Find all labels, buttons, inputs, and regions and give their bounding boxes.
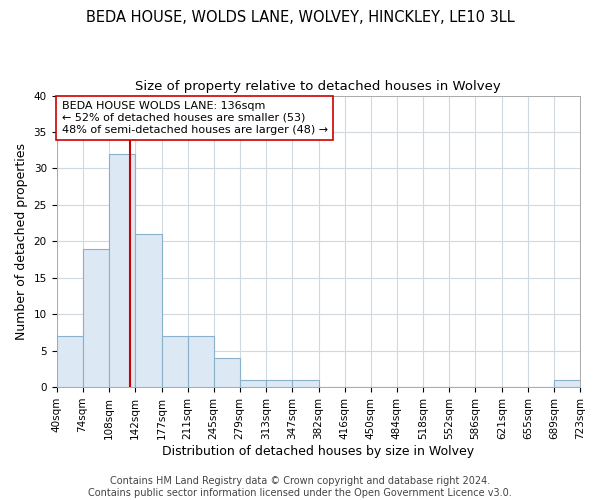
Text: Contains HM Land Registry data © Crown copyright and database right 2024.
Contai: Contains HM Land Registry data © Crown c… xyxy=(88,476,512,498)
Bar xyxy=(161,336,188,387)
Bar xyxy=(266,380,292,387)
Bar xyxy=(83,248,109,387)
Text: BEDA HOUSE WOLDS LANE: 136sqm
← 52% of detached houses are smaller (53)
48% of s: BEDA HOUSE WOLDS LANE: 136sqm ← 52% of d… xyxy=(62,102,328,134)
Text: BEDA HOUSE, WOLDS LANE, WOLVEY, HINCKLEY, LE10 3LL: BEDA HOUSE, WOLDS LANE, WOLVEY, HINCKLEY… xyxy=(86,10,514,25)
Bar xyxy=(214,358,240,387)
Y-axis label: Number of detached properties: Number of detached properties xyxy=(15,143,28,340)
Bar xyxy=(292,380,319,387)
Bar xyxy=(188,336,214,387)
X-axis label: Distribution of detached houses by size in Wolvey: Distribution of detached houses by size … xyxy=(162,444,475,458)
Bar xyxy=(240,380,266,387)
Title: Size of property relative to detached houses in Wolvey: Size of property relative to detached ho… xyxy=(136,80,501,93)
Bar xyxy=(56,336,83,387)
Bar xyxy=(135,234,161,387)
Bar xyxy=(109,154,135,387)
Bar xyxy=(554,380,580,387)
